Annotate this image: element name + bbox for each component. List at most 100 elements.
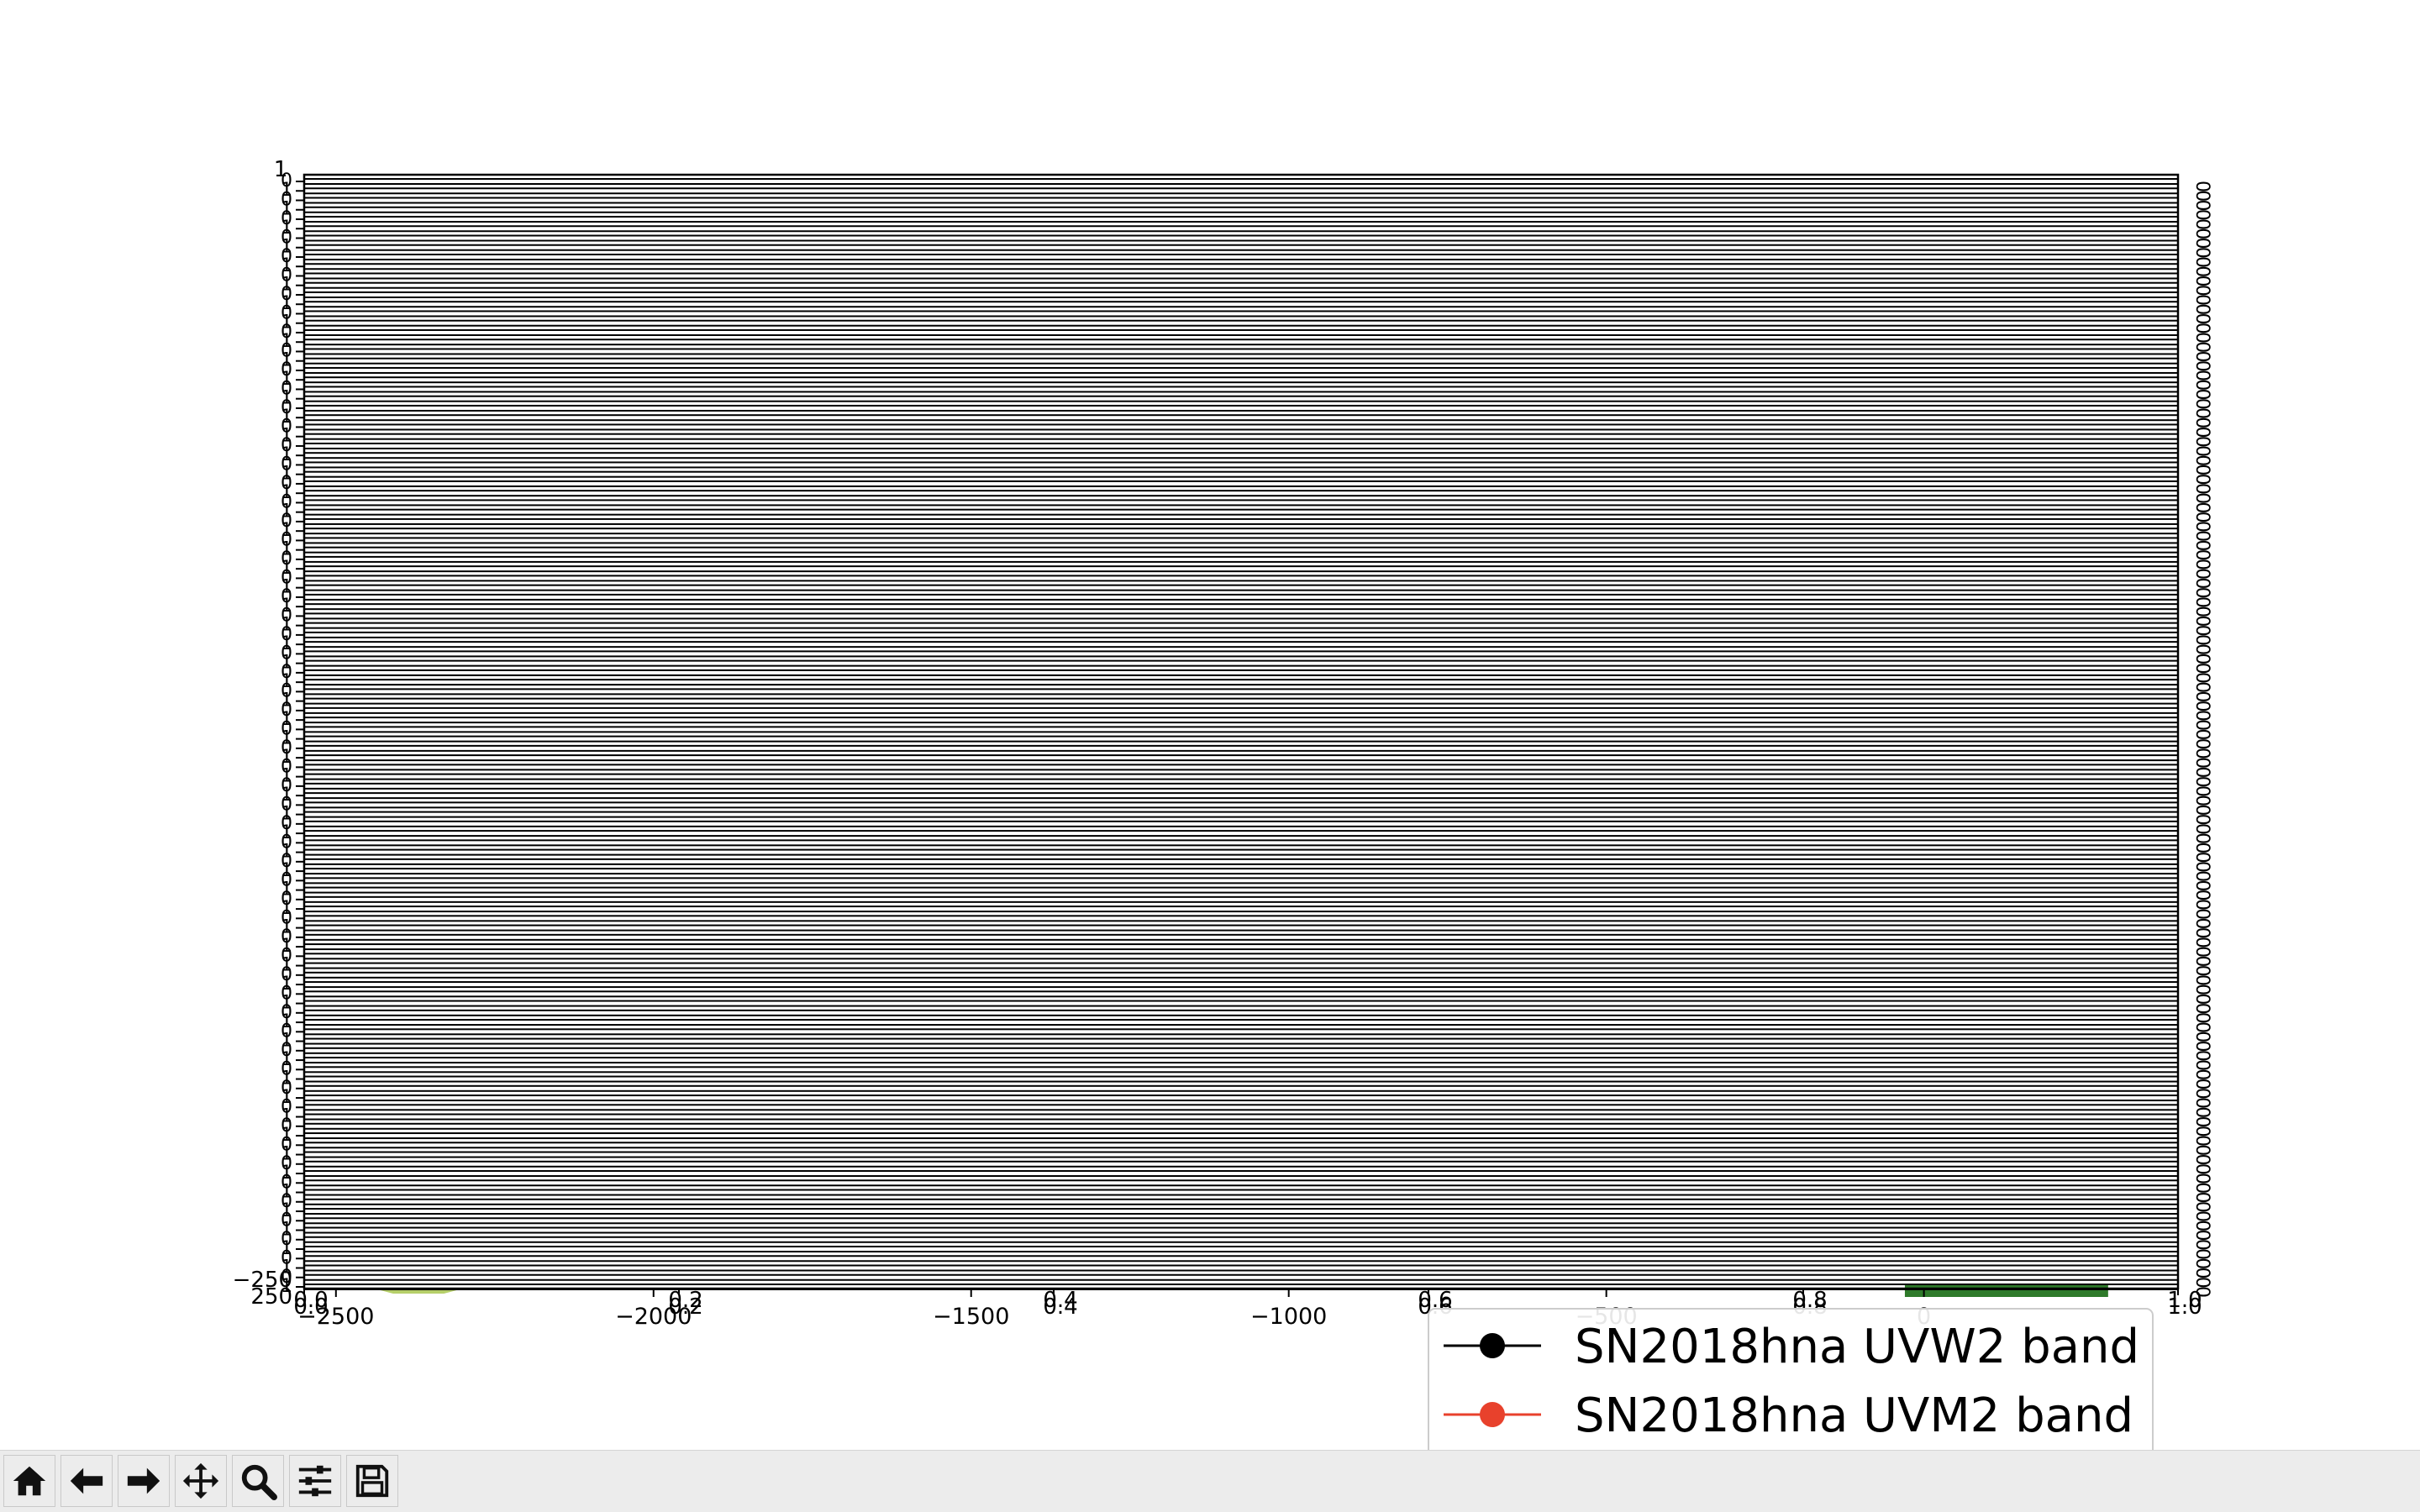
y-tick-label: 0 xyxy=(281,605,292,626)
right-y-tick-label: 0 xyxy=(2191,1097,2212,1109)
right-y-tick-label: 0 xyxy=(2191,350,2212,362)
y-tick-label: 0 xyxy=(281,360,292,381)
axes-frame xyxy=(303,971,2179,979)
y-tick-label: 1 xyxy=(281,464,292,485)
y-tick-label: 0 xyxy=(281,983,292,1004)
y-tick-label: 0 xyxy=(281,1078,292,1099)
axes-frame xyxy=(303,328,2179,336)
y-tick-label: 0 xyxy=(281,832,292,853)
right-y-tick-label: 0 xyxy=(2191,1268,2212,1279)
y-tick-label: 1 xyxy=(281,1144,292,1165)
axes-frame xyxy=(303,820,2179,827)
right-y-tick-label: 0 xyxy=(2191,728,2212,740)
legend-marker xyxy=(1480,1402,1505,1427)
right-y-tick-label: 0 xyxy=(2191,757,2212,769)
save-button[interactable] xyxy=(346,1455,398,1507)
configure-button[interactable] xyxy=(289,1455,341,1507)
right-y-tick-label: 0 xyxy=(2191,795,2212,806)
axes-frame xyxy=(303,981,2179,989)
x-tick-label: −2500 xyxy=(297,1304,374,1330)
inset-x-tick-label: 1.0 xyxy=(2167,1294,2202,1320)
y-tick-label: 0 xyxy=(281,945,292,966)
right-y-tick-label: 0 xyxy=(2191,1079,2212,1090)
home-button[interactable] xyxy=(3,1455,55,1507)
back-button[interactable] xyxy=(60,1455,113,1507)
y-tick-label: 1 xyxy=(281,407,292,428)
right-y-tick-label: 0 xyxy=(2191,303,2212,315)
y-tick-label: 1 xyxy=(281,653,292,674)
y-tick-label: 0 xyxy=(281,756,292,777)
y-tick-label: 0 xyxy=(281,473,292,494)
right-y-tick-label: 0 xyxy=(2191,285,2212,297)
inset-x-tick-label: 0.2 xyxy=(668,1288,702,1313)
axes-frame xyxy=(303,319,2179,327)
axes-frame xyxy=(303,697,2179,705)
legend-label: SN2018hna UVM2 band xyxy=(1575,1389,2133,1443)
right-y-tick-label: 0 xyxy=(2191,634,2212,646)
right-y-tick-label: 0 xyxy=(2191,568,2212,580)
inset-x-tick-label: 0.0 xyxy=(293,1294,328,1320)
right-color-patch xyxy=(1904,1285,2108,1297)
right-y-tick-label: 0 xyxy=(2191,512,2212,523)
right-y-tick-label: 0 xyxy=(2191,492,2212,504)
y-tick-label: 1 xyxy=(281,690,292,711)
forward-button[interactable] xyxy=(118,1455,170,1507)
axes-frame xyxy=(303,1160,2179,1168)
axes-frame xyxy=(303,858,2179,865)
right-y-tick-label: 0 xyxy=(2191,823,2212,835)
inset-x-tick-label: 1.0 xyxy=(2167,1288,2202,1313)
right-y-tick-label: 0 xyxy=(2191,1257,2212,1269)
zoom-button[interactable] xyxy=(232,1455,284,1507)
right-y-tick-label: 0 xyxy=(2191,539,2212,551)
y-tick-label: 0 xyxy=(281,1002,292,1023)
axes-frame xyxy=(303,565,2179,573)
right-y-tick-label: 0 xyxy=(2191,861,2212,873)
axes-frame xyxy=(303,528,2179,535)
axes-frame xyxy=(303,1057,2179,1064)
right-y-tick-label: 0 xyxy=(2191,587,2212,599)
y-tick-label: 0 xyxy=(281,1247,292,1268)
y-tick-label: 1 xyxy=(281,955,292,976)
y-tick-label: 1 xyxy=(281,501,292,522)
right-y-tick-label: 0 xyxy=(2191,1003,2212,1015)
axes-frame xyxy=(303,782,2179,790)
axes-frame xyxy=(303,490,2179,497)
right-y-tick-label: 0 xyxy=(2191,181,2212,192)
y-tick-label: 0 xyxy=(281,907,292,928)
right-y-tick-label: 0 xyxy=(2191,625,2212,637)
axes-frame xyxy=(303,310,2179,318)
y-tick-label: 0 xyxy=(281,1153,292,1174)
axes-frame xyxy=(303,584,2179,591)
right-y-tick-label: 0 xyxy=(2191,294,2212,306)
right-y-tick-label: 0 xyxy=(2191,521,2212,533)
axes-frame xyxy=(303,1255,2179,1263)
inset-x-tick-label: 0.0 xyxy=(293,1288,328,1313)
y-tick-label: 0 xyxy=(281,1116,292,1137)
y-tick-label: 0 xyxy=(281,624,292,645)
axes-frame xyxy=(303,1264,2179,1272)
right-y-tick-label: 0 xyxy=(2191,379,2212,391)
axes-frame xyxy=(303,272,2179,280)
axes-frame xyxy=(303,253,2179,260)
axes-frame xyxy=(303,1104,2179,1111)
right-y-tick-label: 0 xyxy=(2191,426,2212,438)
right-y-tick-label: 0 xyxy=(2191,454,2212,466)
axes-frame xyxy=(303,508,2179,516)
right-y-tick-label: 0 xyxy=(2191,398,2212,410)
right-y-tick-label: 0 xyxy=(2191,1050,2212,1062)
y-tick-label: 1 xyxy=(281,520,292,541)
right-y-tick-label: 0 xyxy=(2191,1248,2212,1260)
y-tick-label: 1 xyxy=(281,860,292,881)
axes-frame xyxy=(303,641,2179,648)
y-tick-label: 1 xyxy=(281,1125,292,1146)
y-tick-label: 1 xyxy=(281,615,292,636)
y-tick-label: 0 xyxy=(281,1040,292,1061)
inset-x-tick-label: 0.4 xyxy=(1043,1288,1077,1313)
pan-button[interactable] xyxy=(175,1455,227,1507)
y-tick-label: 0 xyxy=(281,643,292,664)
axes-frame xyxy=(303,215,2179,223)
y-tick-label: 1 xyxy=(281,1068,292,1089)
y-tick-label: 1 xyxy=(281,180,292,201)
axes-frame xyxy=(303,442,2179,449)
axes-frame xyxy=(303,1226,2179,1234)
